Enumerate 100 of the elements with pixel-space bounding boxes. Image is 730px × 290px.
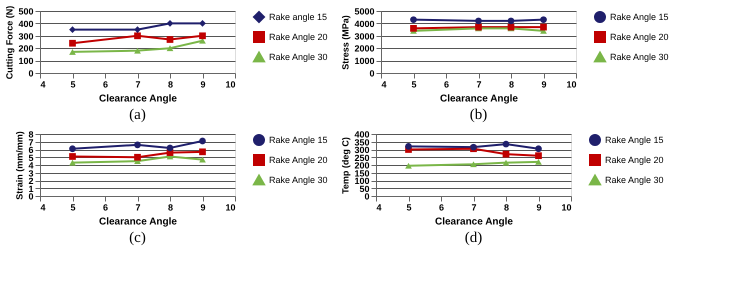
legend-label: Rake Angle 15 — [605, 135, 664, 145]
legend-label: Rake Angle 20 — [269, 32, 328, 42]
y-tick-label: 0 — [364, 192, 370, 202]
point — [166, 20, 174, 27]
legend-label: Rake angle 15 — [269, 12, 328, 22]
point — [199, 32, 206, 40]
y-tick-label: 100 — [354, 176, 370, 186]
point — [502, 140, 510, 148]
y-tick-label: 1 — [28, 184, 34, 194]
y-tick-label: 0 — [28, 68, 34, 78]
point — [199, 156, 206, 162]
y-tick-label: 5000 — [354, 6, 374, 16]
point — [470, 161, 477, 168]
y-tick-label: 3000 — [354, 31, 374, 42]
x-tick-label: 6 — [438, 202, 444, 212]
point — [134, 154, 141, 161]
point — [405, 143, 412, 150]
y-tick-label: 500 — [18, 6, 34, 16]
y-tick-label: 4 — [28, 160, 34, 170]
point — [475, 18, 482, 24]
x-tick-label: 9 — [200, 202, 206, 212]
text: (c) — [129, 230, 146, 246]
text: (d) — [464, 230, 482, 246]
text: Rake Angle 30 — [269, 175, 328, 185]
legend-label: Rake Angle 30 — [269, 52, 328, 62]
x-tick-label: 6 — [102, 202, 108, 212]
point — [540, 16, 547, 24]
point — [166, 45, 174, 52]
y-tick-label: 100 — [18, 56, 34, 66]
x-axis-title: Clearance Angle — [99, 216, 178, 228]
y-tick-label: 300 — [18, 31, 34, 42]
legend-label: Rake Angle 20 — [605, 155, 664, 165]
legend-label: Rake Angle 20 — [610, 32, 669, 42]
x-tick-label: 7 — [135, 80, 141, 90]
x-axis-title: Clearance Angle — [435, 216, 514, 228]
y-tick-label: 200 — [354, 160, 370, 170]
text: Rake Angle 20 — [269, 155, 328, 165]
x-tick-label: 8 — [508, 80, 514, 90]
point — [199, 20, 206, 27]
y-tick-label: 6 — [28, 145, 34, 155]
legend-label: Rake Angle 30 — [605, 175, 664, 185]
y-tick-label: 50 — [359, 184, 370, 194]
x-tick-label: 10 — [225, 80, 236, 90]
y-tick-label: 0 — [369, 68, 374, 78]
point — [134, 26, 141, 33]
point — [535, 145, 542, 152]
y-tick-label: 200 — [18, 44, 34, 54]
x-tick-label: 9 — [536, 202, 542, 212]
x-tick-label: 5 — [70, 202, 76, 212]
text: Rake Angle 15 — [269, 135, 328, 145]
y-axis-title: Stress (MPa) — [340, 15, 350, 70]
x-tick-label: 8 — [168, 80, 174, 90]
point — [410, 25, 417, 32]
x-axis-title: Clearance Angle — [440, 94, 518, 104]
y-tick-label: 0 — [28, 192, 34, 202]
point — [199, 138, 206, 144]
y-tick-label: 7 — [28, 137, 34, 148]
point — [166, 144, 174, 152]
point — [166, 36, 174, 43]
x-tick-label: 5 — [406, 202, 412, 212]
x-tick-label: 5 — [70, 80, 76, 90]
x-tick-label: 10 — [566, 80, 576, 90]
point — [69, 40, 76, 47]
x-tick-label: 4 — [382, 80, 387, 90]
y-tick-label: 150 — [354, 168, 370, 178]
y-tick-label: 350 — [354, 137, 370, 148]
point — [405, 162, 412, 169]
point — [502, 150, 510, 158]
point — [69, 26, 76, 33]
point — [134, 142, 141, 148]
y-axis-title: Cutting Force (N) — [4, 6, 14, 80]
y-tick-label: 3 — [28, 168, 34, 178]
x-tick-label: 4 — [40, 202, 46, 212]
text: (b) — [470, 107, 488, 123]
point — [69, 145, 76, 152]
y-tick-label: 400 — [18, 18, 34, 29]
point — [199, 148, 206, 156]
x-tick-label: 9 — [541, 80, 547, 90]
x-tick-label: 6 — [102, 80, 108, 90]
y-tick-label: 300 — [354, 145, 370, 155]
point — [410, 16, 417, 24]
x-axis-title: Clearance Angle — [99, 94, 178, 104]
point — [134, 48, 141, 54]
y-tick-label: 400 — [354, 130, 370, 140]
point — [69, 49, 76, 55]
y-axis-title: Strain (mm/mm) — [14, 131, 24, 200]
x-tick-label: 4 — [40, 80, 46, 90]
x-tick-label: 8 — [504, 202, 510, 212]
y-axis-title: Temp (deg C) — [340, 137, 350, 194]
y-tick-label: 5 — [28, 152, 34, 163]
point — [540, 24, 547, 30]
x-tick-label: 7 — [476, 80, 482, 90]
y-tick-label: 4000 — [354, 18, 374, 29]
point — [502, 160, 510, 166]
y-tick-label: 2000 — [354, 44, 374, 54]
point — [535, 152, 542, 160]
x-tick-label: 8 — [168, 202, 174, 212]
x-tick-label: 6 — [444, 80, 450, 90]
x-tick-label: 9 — [200, 80, 206, 90]
y-tick-label: 8 — [28, 130, 34, 140]
